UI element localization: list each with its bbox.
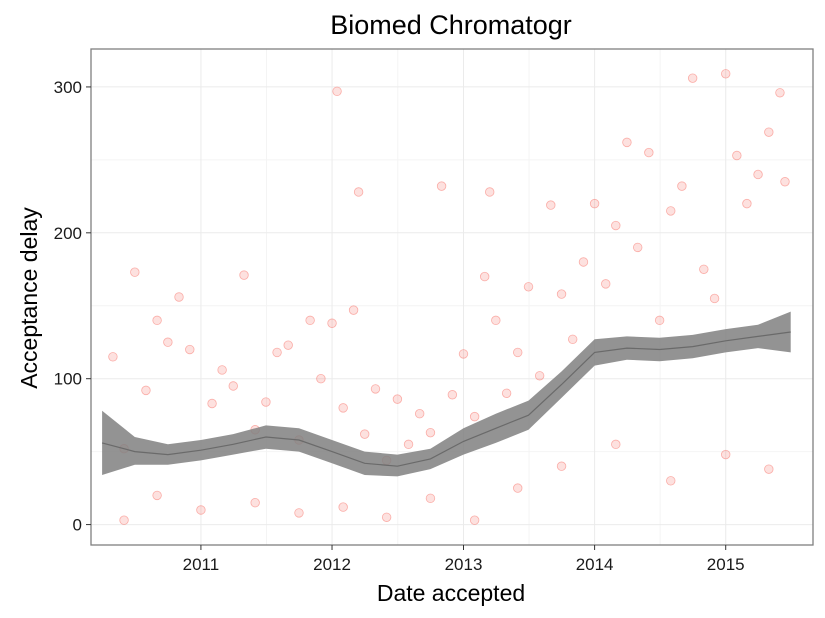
data-point (250, 497, 260, 508)
data-point (666, 476, 676, 486)
data-point (644, 147, 654, 158)
y-tick-label: 0 (73, 516, 82, 535)
x-tick-label: 2014 (576, 555, 614, 574)
data-point (130, 267, 140, 277)
data-point (327, 318, 337, 328)
data-point (491, 315, 501, 326)
data-point (348, 305, 359, 315)
y-axis: 0 100 200 300 (54, 78, 91, 535)
data-point (392, 394, 403, 404)
data-point (332, 86, 342, 97)
data-point (414, 409, 425, 419)
data-point (239, 270, 249, 280)
data-point (742, 198, 752, 209)
data-point (567, 334, 578, 345)
data-point (185, 344, 195, 355)
data-point (353, 187, 364, 197)
data-point (523, 282, 534, 292)
data-point (556, 289, 567, 299)
data-point (108, 352, 118, 362)
data-point (174, 292, 184, 302)
data-point (589, 198, 600, 209)
data-point (513, 483, 523, 493)
data-point (485, 187, 495, 197)
data-point (611, 439, 621, 450)
data-point (119, 515, 129, 525)
data-point (228, 381, 238, 391)
x-tick-label: 2013 (445, 555, 483, 574)
data-point (403, 439, 414, 450)
data-point (721, 69, 731, 79)
panel-border (90, 48, 814, 546)
data-point (316, 373, 326, 384)
y-axis-title: Acceptance delay (16, 207, 42, 389)
data-point (141, 385, 151, 396)
data-point (687, 73, 698, 83)
x-axis: 2011 2012 2013 2014 2015 (183, 545, 745, 574)
data-point (469, 411, 480, 422)
data-point (152, 490, 162, 501)
data-point (294, 508, 304, 518)
x-tick-label: 2011 (183, 555, 220, 574)
data-point (447, 390, 458, 400)
data-point (666, 206, 676, 216)
data-point (469, 515, 480, 525)
data-point (217, 365, 227, 375)
data-point (305, 315, 315, 326)
data-point (152, 315, 162, 326)
data-point (654, 315, 665, 326)
data-point (601, 279, 611, 289)
data-point (338, 502, 348, 512)
plot-panel (90, 48, 814, 546)
data-point (534, 371, 545, 381)
data-point (360, 429, 370, 439)
data-point (633, 242, 643, 253)
data-point (556, 461, 567, 471)
x-tick-label: 2012 (313, 555, 351, 574)
y-tick-label: 100 (54, 370, 82, 389)
data-point (458, 349, 469, 359)
data-point (578, 257, 589, 267)
smooth-line (101, 331, 791, 467)
data-point (721, 449, 731, 460)
data-point (611, 220, 621, 231)
y-tick-label: 300 (54, 78, 82, 97)
y-tick-label: 200 (54, 224, 82, 243)
data-point (501, 388, 512, 398)
data-point (261, 397, 271, 407)
data-point (677, 181, 687, 191)
data-point (753, 169, 763, 180)
data-point (775, 88, 785, 98)
data-point (196, 505, 206, 515)
data-point (283, 340, 293, 350)
data-point (780, 177, 790, 187)
x-axis-title: Date accepted (377, 580, 525, 606)
data-point (272, 347, 282, 358)
data-point (338, 403, 348, 413)
x-tick-label: 2015 (707, 555, 745, 574)
smooth-confidence-band (102, 311, 791, 477)
data-point (370, 384, 381, 394)
chart-title: Biomed Chromatogr (330, 10, 572, 40)
data-point (709, 293, 720, 304)
data-point (425, 493, 436, 504)
data-point (207, 398, 217, 409)
data-point (479, 271, 490, 282)
data-point (764, 127, 774, 137)
data-point (425, 427, 436, 438)
data-point (513, 347, 523, 358)
data-point (546, 200, 556, 210)
data-point (163, 337, 173, 347)
panel-background (91, 49, 813, 545)
data-point (622, 137, 632, 148)
data-point (732, 150, 742, 161)
data-point (436, 181, 447, 191)
data-point (381, 512, 392, 522)
data-point (699, 264, 709, 274)
data-point (764, 464, 774, 474)
